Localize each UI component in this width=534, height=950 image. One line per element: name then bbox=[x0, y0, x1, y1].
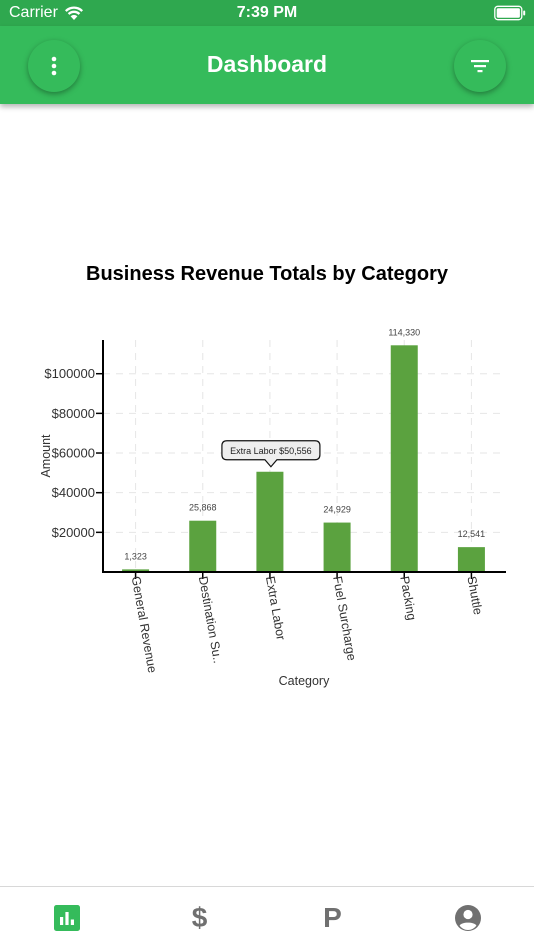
tab-parking[interactable]: P bbox=[266, 887, 399, 950]
battery-icon bbox=[494, 5, 526, 21]
account-circle-icon bbox=[455, 905, 481, 931]
clock: 7:39 PM bbox=[236, 4, 298, 21]
y-tick-label: $20000 bbox=[52, 525, 95, 540]
p-icon: P bbox=[323, 902, 342, 933]
x-tick-label: Packing bbox=[397, 575, 419, 621]
chart-bar bbox=[457, 547, 485, 572]
chart-bar bbox=[256, 471, 284, 572]
page-title: Dashboard bbox=[206, 51, 328, 77]
tab-revenue[interactable]: $ bbox=[133, 887, 266, 950]
y-tick-label: $60000 bbox=[52, 446, 95, 461]
y-axis-title: Amount bbox=[39, 434, 53, 478]
chart-bar bbox=[323, 522, 351, 572]
y-tick-label: $40000 bbox=[52, 485, 95, 500]
carrier-label: Carrier bbox=[9, 4, 58, 21]
revenue-bar-chart: 1,323 25,868 24,929 114,330 12,541 $20000 $400… bbox=[39, 327, 506, 688]
chart-title: Business Revenue Totals by Category bbox=[86, 263, 448, 285]
x-axis-title: Category bbox=[279, 674, 330, 688]
x-tick-label: Shuttle bbox=[464, 575, 485, 616]
more-vertical-icon bbox=[51, 56, 57, 76]
tooltip-label: Extra Labor $50,556 bbox=[230, 446, 312, 456]
bar-value-label: 114,330 bbox=[388, 327, 420, 337]
tab-profile[interactable] bbox=[401, 887, 534, 950]
tab-bar: $ P bbox=[0, 886, 534, 950]
x-tick-label: Fuel Surcharge bbox=[330, 575, 359, 662]
x-tick-label: Extra Labor bbox=[263, 575, 288, 641]
x-tick-label: General Revenue bbox=[129, 575, 160, 674]
filter-icon bbox=[471, 60, 489, 73]
bar-value-label: 25,868 bbox=[189, 503, 217, 513]
y-tick-label: $100000 bbox=[44, 366, 95, 381]
dollar-icon: $ bbox=[191, 902, 208, 933]
chart-bar bbox=[390, 345, 418, 572]
y-tick-label: $80000 bbox=[52, 406, 95, 421]
filter-button[interactable] bbox=[454, 40, 506, 92]
bar-value-label: 24,929 bbox=[323, 505, 351, 515]
bar-value-label: 1,323 bbox=[124, 551, 147, 561]
bar-chart-icon bbox=[54, 905, 80, 931]
app-bar: Dashboard bbox=[0, 26, 534, 104]
status-bar: Carrier 7:39 PM bbox=[0, 0, 534, 26]
bar-value-label: 12,541 bbox=[458, 529, 486, 539]
x-tick-label: Destination Su.. bbox=[196, 575, 225, 664]
chart-tooltip bbox=[221, 440, 321, 468]
chart-bar bbox=[122, 569, 150, 572]
menu-button[interactable] bbox=[28, 40, 80, 92]
tab-dashboard[interactable] bbox=[0, 887, 133, 950]
wifi-icon bbox=[65, 6, 83, 20]
chart-bar bbox=[189, 520, 217, 572]
